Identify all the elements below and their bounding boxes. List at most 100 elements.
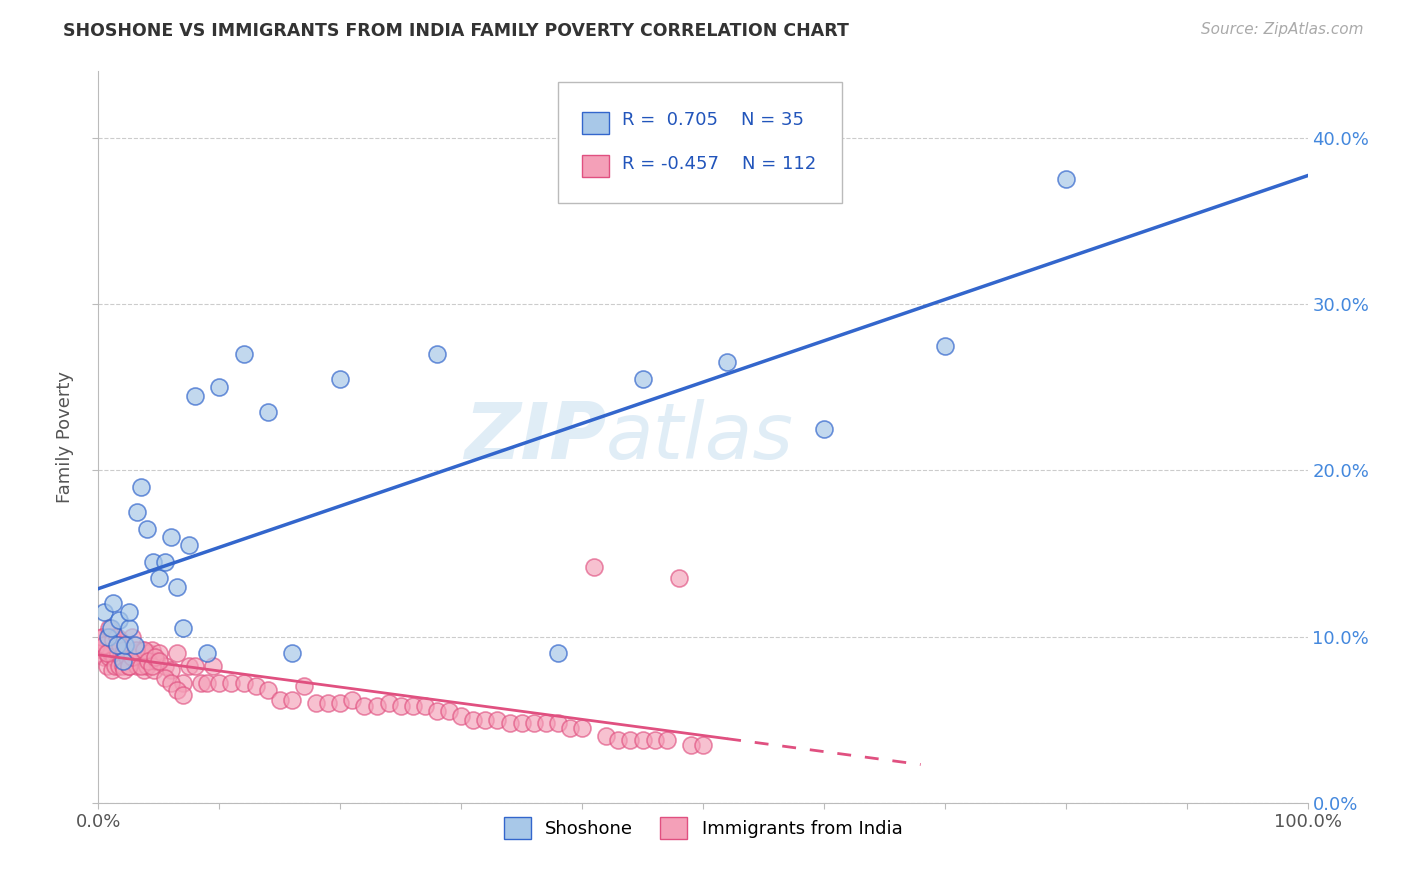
Point: [281, 646, 304, 660]
Text: R =  0.705    N = 35: R = 0.705 N = 35: [621, 112, 804, 129]
Point: [160, 530, 183, 544]
Point: [120, 643, 142, 657]
Point: [97, 632, 120, 647]
Point: [1054, 172, 1077, 186]
Point: [281, 692, 304, 706]
Point: [692, 738, 714, 752]
Point: [127, 505, 149, 519]
Point: [128, 646, 150, 660]
Point: [160, 663, 183, 677]
Point: [90, 638, 112, 652]
Point: [110, 649, 132, 664]
Point: [101, 596, 124, 610]
Point: [644, 732, 666, 747]
Point: [136, 655, 159, 669]
Point: [631, 732, 654, 747]
Point: [716, 355, 738, 369]
Point: [221, 676, 243, 690]
Point: [111, 655, 134, 669]
Point: [153, 555, 176, 569]
Point: [619, 732, 641, 747]
Point: [426, 705, 449, 719]
Point: [166, 646, 188, 660]
FancyBboxPatch shape: [558, 82, 842, 203]
Point: [172, 621, 194, 635]
Text: atlas: atlas: [606, 399, 794, 475]
Point: [100, 621, 122, 635]
Point: [91, 630, 114, 644]
Point: [114, 638, 136, 652]
Text: Source: ZipAtlas.com: Source: ZipAtlas.com: [1201, 22, 1364, 37]
Point: [342, 692, 364, 706]
Bar: [582, 155, 609, 178]
Point: [631, 372, 654, 386]
Point: [134, 643, 156, 657]
Point: [179, 538, 201, 552]
Point: [498, 716, 520, 731]
Point: [655, 732, 678, 747]
Point: [135, 659, 157, 673]
Point: [105, 638, 128, 652]
Point: [91, 643, 114, 657]
Point: [474, 713, 496, 727]
Point: [316, 696, 339, 710]
Point: [100, 663, 122, 677]
Point: [389, 699, 412, 714]
Point: [366, 699, 388, 714]
Point: [145, 655, 167, 669]
Point: [121, 630, 143, 644]
Point: [269, 692, 291, 706]
Point: [377, 696, 399, 710]
Point: [108, 613, 131, 627]
Point: [141, 659, 163, 673]
Point: [166, 682, 188, 697]
Point: [232, 676, 254, 690]
Point: [118, 659, 141, 673]
Point: [124, 649, 146, 664]
Point: [402, 699, 425, 714]
Point: [112, 663, 135, 677]
Point: [486, 713, 509, 727]
Point: [679, 738, 702, 752]
Point: [607, 732, 630, 747]
Point: [934, 338, 956, 352]
Point: [547, 716, 569, 731]
Point: [534, 716, 557, 731]
Point: [108, 632, 131, 647]
Point: [179, 659, 201, 673]
Point: [117, 649, 139, 664]
Bar: [582, 112, 609, 134]
Point: [121, 649, 143, 664]
Point: [463, 713, 485, 727]
Point: [134, 663, 156, 677]
Point: [98, 649, 121, 664]
Point: [195, 676, 218, 690]
Point: [184, 388, 207, 402]
Point: [93, 649, 115, 664]
Point: [96, 659, 118, 673]
Point: [127, 659, 149, 673]
Point: [668, 571, 690, 585]
Point: [143, 649, 166, 664]
Point: [101, 632, 124, 647]
Point: [138, 646, 160, 660]
Point: [245, 680, 267, 694]
Point: [571, 721, 593, 735]
Point: [100, 630, 122, 644]
Point: [172, 676, 194, 690]
Point: [595, 729, 617, 743]
Point: [305, 696, 328, 710]
Point: [353, 699, 375, 714]
Point: [232, 347, 254, 361]
Text: SHOSHONE VS IMMIGRANTS FROM INDIA FAMILY POVERTY CORRELATION CHART: SHOSHONE VS IMMIGRANTS FROM INDIA FAMILY…: [63, 22, 849, 40]
Point: [118, 621, 141, 635]
Point: [256, 405, 278, 419]
Point: [100, 646, 122, 660]
Point: [129, 659, 152, 673]
Point: [107, 646, 129, 660]
Y-axis label: Family Poverty: Family Poverty: [56, 371, 75, 503]
Point: [135, 521, 157, 535]
Point: [208, 380, 231, 394]
Point: [172, 688, 194, 702]
Point: [98, 621, 121, 635]
